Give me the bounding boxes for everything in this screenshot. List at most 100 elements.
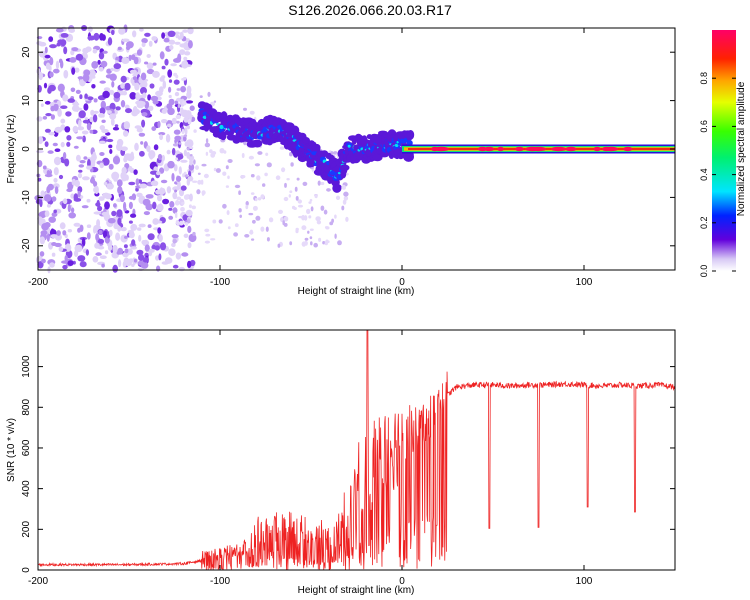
noise-blob — [142, 92, 147, 99]
scatter-blob — [317, 180, 321, 186]
scatter-blob — [326, 188, 331, 192]
scatter-blob — [204, 142, 211, 148]
noise-blob — [121, 57, 130, 64]
noise-blob — [66, 141, 71, 147]
noise-blob — [167, 123, 172, 128]
noise-blob — [141, 119, 146, 128]
y-tick-label: 0 — [21, 146, 32, 152]
noise-blob — [120, 146, 128, 151]
noise-blob — [120, 171, 127, 180]
scatter-blob — [185, 222, 189, 226]
noise-blob — [123, 130, 129, 137]
noise-blob — [108, 144, 113, 149]
noise-blob — [152, 218, 159, 225]
scatter-blob — [260, 226, 265, 232]
noise-blob — [98, 52, 105, 60]
noise-blob — [78, 164, 85, 168]
noise-blob — [186, 151, 191, 159]
noise-blob — [87, 159, 91, 168]
noise-blob — [112, 244, 118, 254]
noise-blob — [131, 193, 137, 201]
noise-blob — [183, 149, 187, 157]
scatter-blob — [310, 241, 313, 246]
x-tick-label: -200 — [28, 277, 48, 288]
noise-blob — [93, 226, 97, 234]
noise-blob — [44, 100, 51, 105]
noise-blob — [76, 154, 81, 162]
noise-blob — [179, 31, 184, 40]
noise-blob — [75, 89, 81, 94]
noise-blob — [104, 193, 112, 200]
colorbar-tick-label: 0.4 — [699, 168, 709, 181]
scatter-blob — [204, 240, 210, 244]
noise-blob — [132, 30, 137, 38]
noise-blob — [76, 136, 84, 140]
noise-blob — [98, 140, 106, 144]
noise-blob — [48, 131, 55, 136]
scatter-blob — [176, 196, 182, 201]
noise-blob — [188, 163, 195, 171]
noise-blob — [90, 178, 96, 184]
noise-blob — [54, 148, 61, 152]
scatter-blob — [291, 205, 296, 210]
scatter-blob — [187, 218, 191, 224]
noise-blob — [103, 87, 111, 92]
noise-blob — [115, 106, 121, 111]
tone-hotspot — [593, 146, 601, 152]
carrier-peak — [337, 172, 341, 175]
carrier-blob — [332, 183, 342, 193]
noise-blob — [159, 86, 164, 93]
scatter-blob — [268, 217, 274, 223]
y-tick-label: -10 — [21, 190, 32, 205]
scatter-blob — [252, 219, 256, 224]
spectrogram-x-ticks: -200 -100 0 100 — [28, 28, 593, 288]
scatter-blob — [196, 189, 201, 195]
noise-blob — [68, 28, 75, 33]
noise-blob — [116, 142, 123, 152]
noise-blob — [111, 29, 115, 36]
scatter-blob — [227, 175, 230, 180]
spectrogram-y-label: Frequency (Hz) — [6, 115, 17, 184]
noise-blob — [91, 84, 96, 89]
noise-blob — [87, 96, 94, 101]
noise-blob — [44, 210, 50, 217]
noise-blob — [60, 105, 68, 109]
noise-blob — [90, 158, 96, 165]
noise-blob — [116, 209, 123, 218]
noise-blob — [64, 255, 68, 262]
y-tick-label: 1000 — [21, 355, 32, 378]
noise-blob — [174, 189, 178, 193]
noise-blob — [156, 265, 161, 272]
noise-blob — [60, 33, 69, 38]
noise-blob — [61, 260, 69, 264]
noise-blob — [173, 79, 180, 85]
tone-hotspot — [623, 146, 633, 152]
noise-blob — [184, 51, 191, 56]
noise-blob — [187, 125, 190, 130]
scatter-blob — [257, 197, 262, 201]
noise-blob — [120, 75, 127, 83]
scatter-blob — [296, 177, 300, 181]
noise-blob — [84, 93, 88, 99]
noise-blob — [100, 100, 107, 110]
noise-blob — [101, 263, 105, 268]
noise-blob — [136, 127, 143, 133]
y-tick-label: 0 — [21, 567, 32, 573]
noise-blob — [168, 94, 172, 99]
noise-blob — [96, 199, 100, 208]
tone-hotspot — [602, 146, 611, 152]
scatter-blob — [331, 218, 334, 223]
noise-blob — [152, 70, 160, 78]
noise-blob — [66, 135, 72, 141]
noise-blob — [144, 101, 150, 109]
snr-frame — [37, 329, 676, 571]
noise-blob — [53, 68, 60, 74]
scatter-blob — [308, 201, 312, 204]
scatter-blob — [212, 219, 217, 224]
noise-blob — [81, 237, 86, 247]
carrier-blob — [227, 133, 234, 139]
noise-blob — [44, 128, 51, 133]
noise-blob — [45, 62, 51, 70]
noise-blob — [82, 135, 86, 143]
y-tick-label: 200 — [21, 521, 32, 538]
